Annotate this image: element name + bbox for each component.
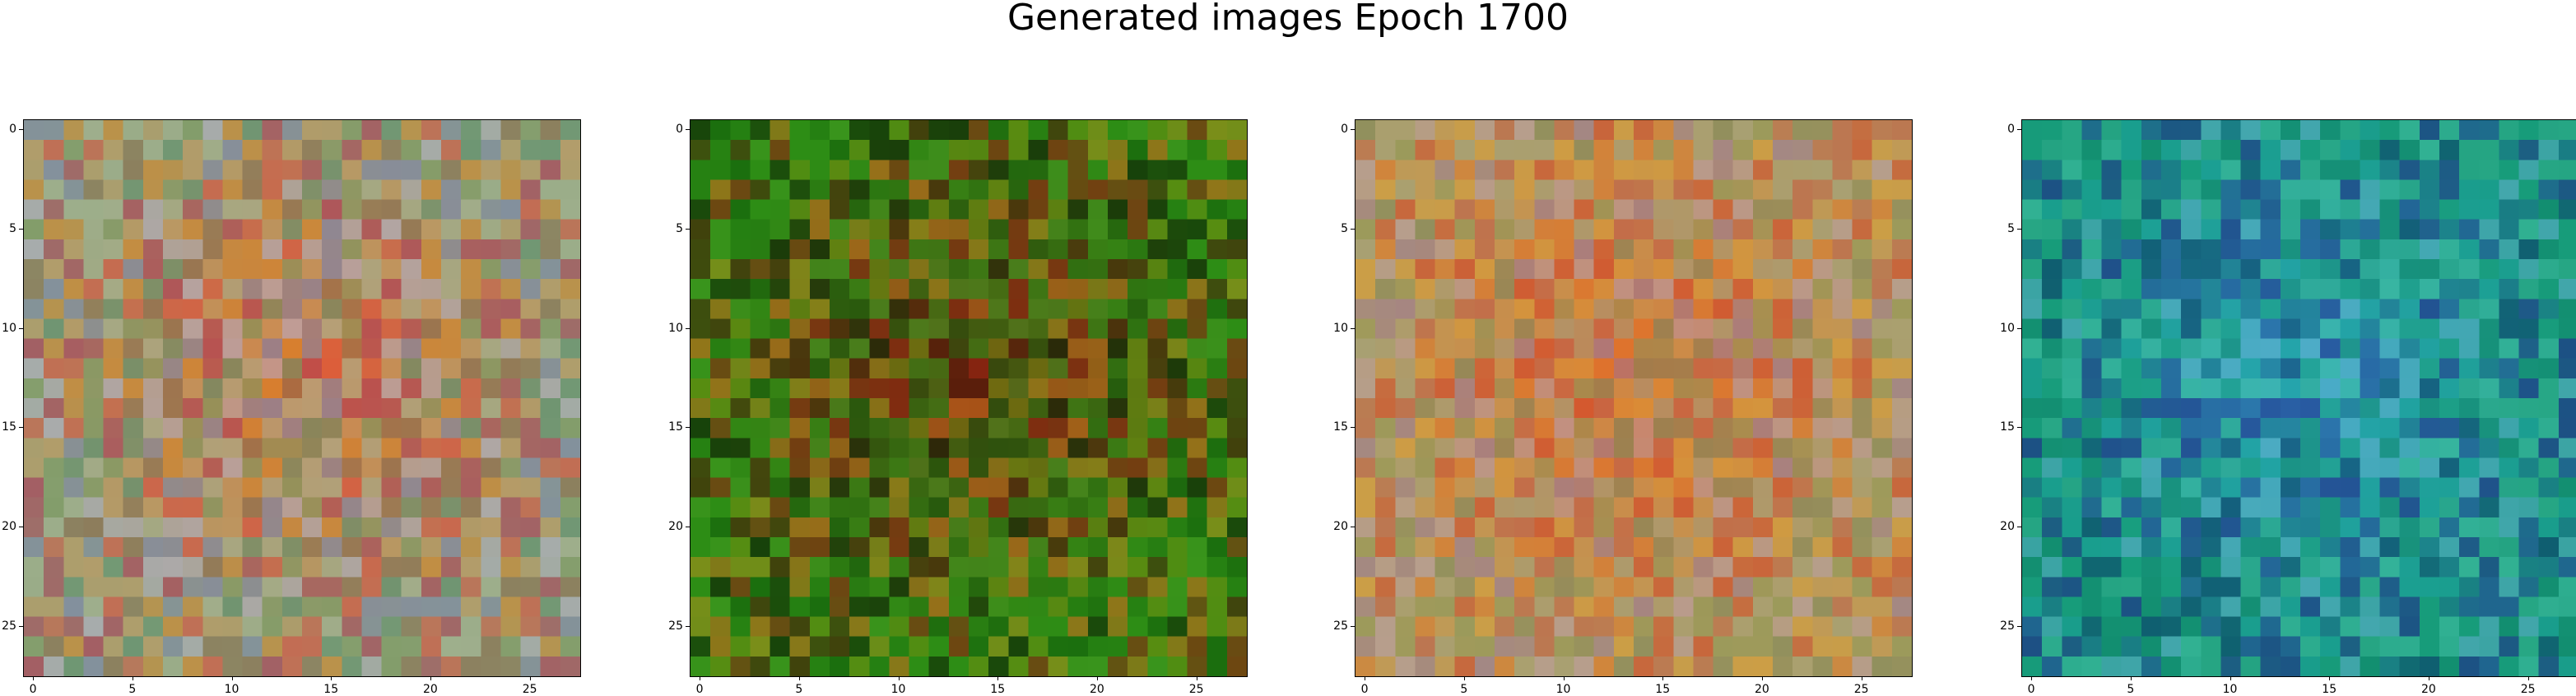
- y-tick-mark: [19, 427, 23, 429]
- x-tick-label: 15: [1655, 683, 1671, 696]
- x-tick-mark: [798, 676, 800, 680]
- y-tick-label: 0: [9, 123, 16, 137]
- x-tick-mark: [2527, 676, 2529, 680]
- y-tick-label: 10: [2, 321, 16, 335]
- x-tick-mark: [2329, 676, 2331, 680]
- x-tick-label: 25: [2520, 683, 2536, 696]
- x-tick-label: 20: [1090, 683, 1104, 696]
- x-tick-label: 15: [2322, 683, 2337, 696]
- x-tick-mark: [2428, 676, 2430, 680]
- y-tick-mark: [1351, 327, 1355, 329]
- y-tick-mark: [686, 228, 690, 230]
- generated-image-4-pixels: [2022, 120, 2576, 676]
- y-tick-mark: [19, 327, 23, 329]
- y-tick-mark: [2017, 228, 2021, 230]
- x-tick-label: 0: [2027, 683, 2035, 696]
- y-tick-mark: [19, 129, 23, 131]
- y-tick-mark: [2017, 625, 2021, 627]
- y-tick-label: 25: [2000, 619, 2015, 633]
- y-tick-label: 20: [2, 519, 16, 533]
- figure-title: Generated images Epoch 1700: [1007, 0, 1569, 39]
- y-tick-mark: [1351, 228, 1355, 230]
- y-tick-label: 20: [668, 519, 683, 533]
- generated-image-4: [2021, 119, 2576, 677]
- y-tick-label: 0: [676, 123, 683, 137]
- x-tick-label: 10: [224, 683, 239, 696]
- generated-image-2: [690, 119, 1248, 677]
- x-tick-label: 10: [2222, 683, 2238, 696]
- x-tick-mark: [1563, 676, 1565, 680]
- y-tick-mark: [686, 427, 690, 429]
- y-tick-mark: [2017, 327, 2021, 329]
- x-tick-mark: [2230, 676, 2231, 680]
- generated-image-2-pixels: [690, 120, 1247, 676]
- y-tick-label: 25: [2, 619, 16, 633]
- y-tick-label: 25: [1333, 619, 1348, 633]
- y-tick-mark: [686, 129, 690, 131]
- y-tick-mark: [1351, 427, 1355, 429]
- x-tick-mark: [1096, 676, 1098, 680]
- y-tick-mark: [19, 625, 23, 627]
- x-tick-mark: [1463, 676, 1465, 680]
- x-tick-mark: [231, 676, 233, 680]
- x-tick-label: 20: [2421, 683, 2436, 696]
- y-tick-mark: [1351, 625, 1355, 627]
- x-tick-label: 25: [1853, 683, 1869, 696]
- y-tick-label: 0: [2007, 123, 2015, 137]
- y-tick-label: 5: [676, 221, 683, 235]
- x-tick-mark: [2130, 676, 2132, 680]
- y-tick-mark: [686, 327, 690, 329]
- x-tick-label: 15: [323, 683, 339, 696]
- x-tick-mark: [2031, 676, 2033, 680]
- y-tick-mark: [2017, 427, 2021, 429]
- y-tick-label: 15: [1333, 420, 1348, 434]
- y-tick-label: 5: [2007, 221, 2015, 235]
- x-tick-label: 5: [1460, 683, 1468, 696]
- y-tick-label: 15: [2, 420, 16, 434]
- y-tick-label: 25: [668, 619, 683, 633]
- x-tick-label: 5: [795, 683, 803, 696]
- x-tick-label: 20: [1755, 683, 1769, 696]
- x-tick-mark: [1662, 676, 1664, 680]
- x-tick-mark: [529, 676, 531, 680]
- x-tick-mark: [898, 676, 900, 680]
- y-tick-label: 10: [1333, 321, 1348, 335]
- x-tick-label: 10: [1555, 683, 1571, 696]
- y-tick-mark: [19, 228, 23, 230]
- generated-image-3: [1355, 119, 1913, 677]
- y-tick-label: 10: [668, 321, 683, 335]
- y-tick-label: 0: [1341, 123, 1348, 137]
- generated-image-3-pixels: [1355, 120, 1912, 676]
- x-tick-label: 0: [29, 683, 37, 696]
- generated-image-1: [23, 119, 581, 677]
- y-tick-label: 10: [2000, 321, 2015, 335]
- x-tick-mark: [997, 676, 999, 680]
- x-tick-label: 0: [1360, 683, 1369, 696]
- x-tick-label: 5: [128, 683, 137, 696]
- y-tick-label: 20: [1333, 519, 1348, 533]
- x-tick-label: 25: [1188, 683, 1204, 696]
- y-tick-mark: [2017, 129, 2021, 131]
- x-tick-mark: [331, 676, 332, 680]
- x-tick-mark: [33, 676, 35, 680]
- x-tick-mark: [1761, 676, 1763, 680]
- x-tick-mark: [430, 676, 431, 680]
- y-tick-label: 5: [9, 221, 16, 235]
- x-tick-label: 25: [522, 683, 537, 696]
- y-tick-label: 20: [2000, 519, 2015, 533]
- y-tick-label: 15: [668, 420, 683, 434]
- x-tick-label: 0: [695, 683, 704, 696]
- x-tick-label: 5: [2127, 683, 2135, 696]
- x-tick-label: 15: [990, 683, 1006, 696]
- x-tick-label: 20: [423, 683, 438, 696]
- y-tick-label: 5: [1341, 221, 1348, 235]
- y-tick-label: 15: [2000, 420, 2015, 434]
- generated-image-1-pixels: [24, 120, 580, 676]
- y-tick-mark: [686, 625, 690, 627]
- x-tick-label: 10: [890, 683, 906, 696]
- y-tick-mark: [1351, 129, 1355, 131]
